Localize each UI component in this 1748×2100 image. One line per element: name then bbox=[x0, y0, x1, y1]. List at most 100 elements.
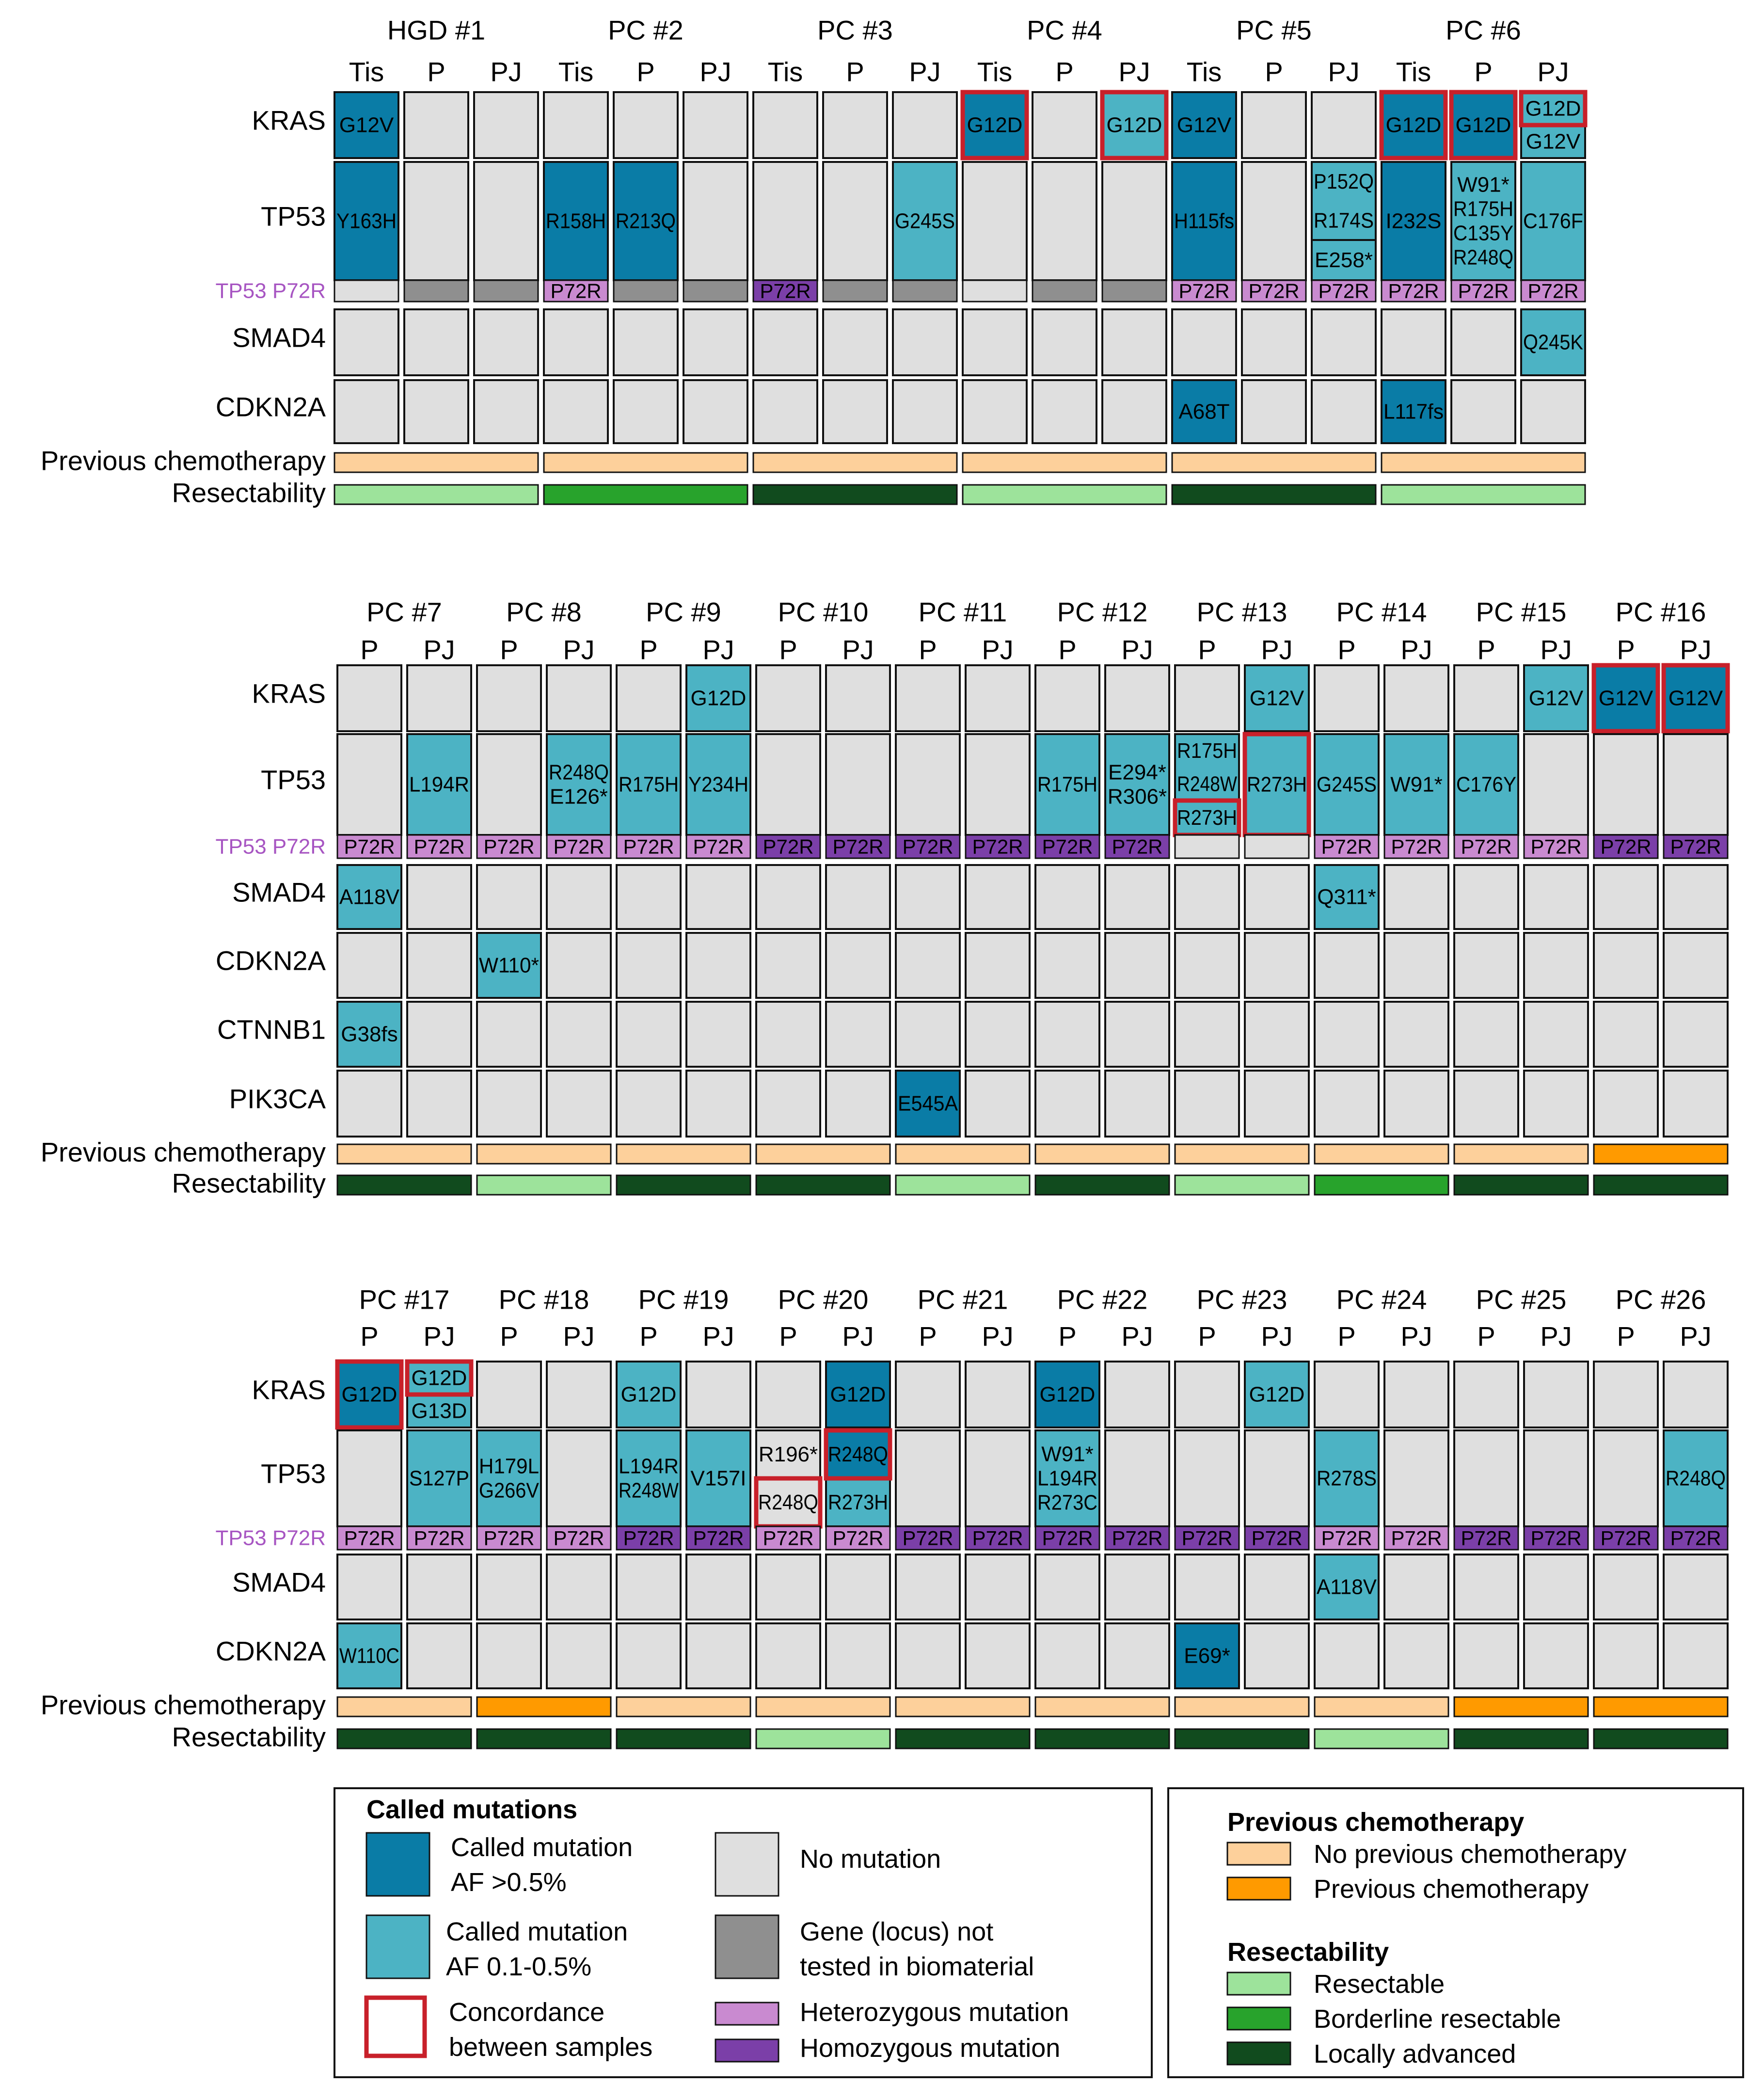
legend-label-not_tested: Gene (locus) not bbox=[800, 1917, 993, 1946]
cell-pik3ca bbox=[1174, 1070, 1240, 1138]
cell-tp53 bbox=[1520, 161, 1586, 281]
mutation-label: R174S bbox=[1314, 208, 1374, 232]
sample-label: P bbox=[1058, 635, 1076, 665]
cell-kras bbox=[1663, 1361, 1729, 1428]
row-label-previous-chemotherapy: Previous chemotherapy bbox=[41, 1690, 326, 1720]
p72r-label: P72R bbox=[344, 835, 395, 858]
resectability-bar bbox=[336, 1174, 472, 1196]
cell-tp53 bbox=[752, 161, 818, 281]
cell-smad4 bbox=[1383, 1554, 1449, 1620]
mutation-label: R248Q bbox=[828, 1443, 888, 1466]
cell-tp53-p72r bbox=[543, 279, 609, 303]
cell-smad4 bbox=[1520, 308, 1586, 376]
cell-kras bbox=[755, 664, 821, 732]
sample-label: PJ bbox=[982, 1321, 1013, 1352]
row-label-previous-chemotherapy: Previous chemotherapy bbox=[41, 446, 326, 476]
cell-tp53-p72r bbox=[406, 834, 472, 859]
mutation-label: G12V bbox=[1526, 130, 1581, 154]
mutation-label: L117fs bbox=[1383, 400, 1444, 424]
p72r-label: P72R bbox=[1388, 280, 1439, 303]
cell-tp53-p72r bbox=[1663, 1525, 1729, 1551]
sample-label: PJ bbox=[909, 57, 940, 87]
cell-kras bbox=[546, 1361, 612, 1428]
mutation-label: H115fs bbox=[1174, 209, 1234, 233]
row-label-cdkn2a: CDKN2A bbox=[216, 946, 326, 976]
cell-kras bbox=[825, 1361, 891, 1428]
sample-label: PJ bbox=[1261, 635, 1292, 665]
patient-pc10: PC #10 P PJ P72R P72R bbox=[755, 597, 891, 1196]
cell-tp53 bbox=[406, 1429, 472, 1527]
cell-tp53 bbox=[1174, 1429, 1240, 1527]
cell-cdkn2a bbox=[1032, 379, 1097, 444]
resectability-bar bbox=[1453, 1174, 1589, 1196]
p72r-label: P72R bbox=[1112, 1527, 1162, 1550]
cell-smad4 bbox=[613, 308, 679, 376]
cell-smad4 bbox=[1314, 1554, 1380, 1620]
p72r-label: P72R bbox=[972, 835, 1023, 858]
p72r-label: P72R bbox=[1112, 835, 1162, 858]
p72r-label: P72R bbox=[1318, 280, 1369, 303]
panel-1: KRAS TP53 SMAD4 CDKN2A TP53 P72R Previous che… bbox=[41, 15, 1588, 508]
cell-pik3ca bbox=[1244, 1070, 1310, 1138]
cell-cdkn2a bbox=[822, 379, 888, 444]
cell-tp53 bbox=[1450, 161, 1516, 281]
chemo-bar bbox=[755, 1143, 891, 1165]
row-label-tp53: TP53 bbox=[261, 765, 326, 795]
p72r-label: P72R bbox=[1178, 280, 1229, 303]
cell-smad4 bbox=[406, 864, 472, 930]
p72r-label: P72R bbox=[832, 1527, 883, 1550]
cell-kras bbox=[543, 91, 609, 159]
patient-pc6: PC #6 Tis P PJ G12D G12D G12D G12V I232S W91*R175… bbox=[1379, 15, 1588, 505]
mutation-label: G13D bbox=[412, 1399, 467, 1423]
patient-pc9: PC #9 P PJ G12D R175H Y234H P72R P72R bbox=[616, 597, 751, 1196]
cell-kras bbox=[1241, 91, 1307, 159]
p72r-label: P72R bbox=[1530, 835, 1581, 858]
resectability-bar bbox=[334, 484, 539, 505]
cell-tp53-p72r bbox=[965, 834, 1031, 859]
p72r-label: P72R bbox=[693, 835, 744, 858]
mutation-label: Q245K bbox=[1523, 331, 1583, 354]
patient-name: PC #22 bbox=[1057, 1284, 1148, 1315]
mutation-label: G12V bbox=[1529, 687, 1584, 710]
cell-ctnnb1 bbox=[895, 1001, 961, 1068]
cell-kras bbox=[1101, 91, 1167, 159]
cell-ctnnb1 bbox=[406, 1001, 472, 1068]
cell-cdkn2a bbox=[406, 932, 472, 999]
cell-tp53-p72r bbox=[752, 279, 818, 303]
mutation-label: W110C bbox=[339, 1644, 399, 1668]
cell-tp53 bbox=[1523, 733, 1589, 836]
cell-tp53 bbox=[1104, 1429, 1170, 1527]
mutation-label: G12V bbox=[1177, 113, 1232, 137]
cell-cdkn2a bbox=[1450, 379, 1516, 444]
legend-label-high: AF >0.5% bbox=[451, 1868, 567, 1897]
cell-kras bbox=[1174, 1361, 1240, 1428]
p72r-label: P72R bbox=[1527, 280, 1578, 303]
cell-smad4 bbox=[1174, 864, 1240, 930]
mutation-label: R273H bbox=[1247, 773, 1307, 797]
cell-smad4 bbox=[1383, 864, 1449, 930]
cell-smad4 bbox=[1381, 308, 1446, 376]
mutation-label: G38fs bbox=[341, 1023, 397, 1046]
legend-label-not_tested: tested in biomaterial bbox=[800, 1952, 1034, 1981]
resectability-bar bbox=[1314, 1728, 1449, 1749]
p72r-label: P72R bbox=[1670, 835, 1721, 858]
mutation-label: G266V bbox=[479, 1479, 540, 1503]
sample-label: P bbox=[1477, 1321, 1495, 1352]
cell-tp53-p72r bbox=[755, 1525, 821, 1551]
chemo-bar bbox=[755, 1696, 891, 1717]
cell-tp53 bbox=[1311, 161, 1377, 281]
mutation-label: A118V bbox=[339, 885, 400, 909]
cell-kras bbox=[473, 91, 539, 159]
cell-cdkn2a bbox=[616, 1622, 682, 1689]
legend-swatch-hom bbox=[715, 2038, 779, 2063]
cell-smad4 bbox=[1032, 308, 1097, 376]
sample-label: P bbox=[427, 57, 445, 87]
p72r-label: P72R bbox=[1248, 280, 1299, 303]
sample-label: PJ bbox=[563, 635, 594, 665]
cell-cdkn2a bbox=[1034, 932, 1100, 999]
row-label-tp53-p72r: TP53 P72R bbox=[216, 835, 326, 859]
cell-smad4 bbox=[1593, 864, 1659, 930]
cell-tp53 bbox=[892, 161, 958, 281]
concordance-box bbox=[1661, 663, 1730, 734]
cell-kras bbox=[616, 1361, 682, 1428]
